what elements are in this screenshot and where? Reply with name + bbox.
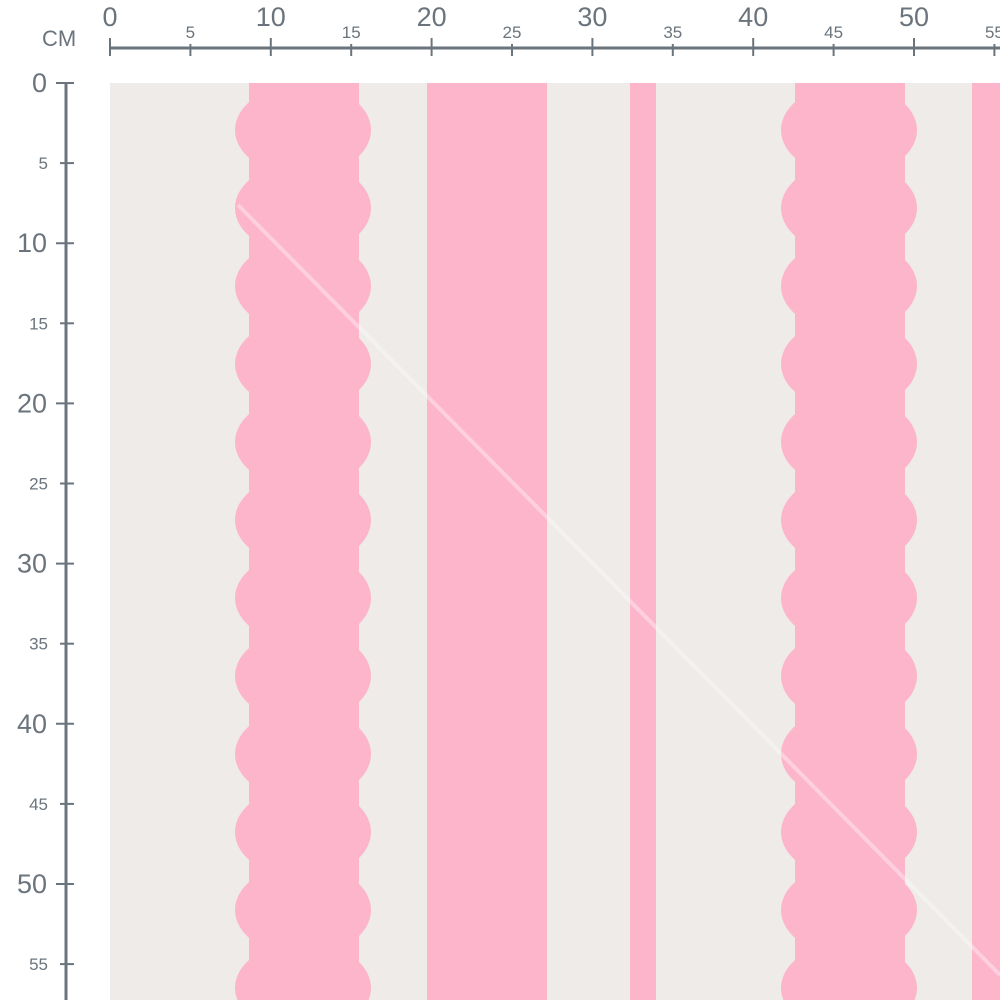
scallop [781,864,917,956]
ruler-tick-label: 0 [32,68,47,98]
scalloped-stripe [235,83,372,1000]
ruler-tick-label: 35 [663,23,682,42]
scallop [781,552,917,644]
scallop [781,941,917,1000]
ruler-tick-label: 30 [577,2,607,32]
scallop [235,84,371,176]
scallop [781,474,917,566]
scallop [781,84,917,176]
ruler-tick-label: 25 [503,23,522,42]
ruler-tick-label: 35 [29,635,48,654]
ruler-tick-label: 10 [17,228,47,258]
ruler-tick-label: 20 [17,388,47,418]
ruler-tick-label: 20 [417,2,447,32]
scallop [781,708,917,800]
ruler-tick-label: 15 [342,23,361,42]
scallop [781,240,917,332]
ruler-tick-label: 0 [102,2,117,32]
scallop [781,630,917,722]
horizontal-ruler: 0 5 10 15 20 25 30 35 40 45 50 55 [102,2,1000,56]
scallop [781,318,917,410]
ruler-tick-label: 5 [39,154,48,173]
ruler-tick-label: 50 [899,2,929,32]
fabric-swatch [110,83,1000,1000]
ruler-tick-label: 50 [17,869,47,899]
ruler-tick-label: 15 [29,314,48,333]
scallop [235,162,371,254]
scallop [781,396,917,488]
scallop [235,864,371,956]
scallop [781,162,917,254]
scallop [235,240,371,332]
ruler-tick-label: 10 [256,2,286,32]
straight-stripe [427,83,547,1000]
scallop [235,552,371,644]
vertical-ruler: 0 5 10 15 20 25 30 35 40 45 50 55 [17,68,74,1000]
scallop [235,396,371,488]
ruler-tick-label: 40 [17,709,47,739]
scallop [235,474,371,566]
unit-label: CM [42,26,76,51]
scallop [235,708,371,800]
ruler-tick-label: 30 [17,549,47,579]
straight-stripe [972,83,1000,1000]
scallop [235,786,371,878]
ruler-tick-label: 5 [186,23,195,42]
scallop [235,941,372,1000]
ruler-tick-label: 25 [29,475,48,494]
ruler-tick-label: 55 [29,955,48,974]
scallop [781,786,917,878]
scallop [235,630,371,722]
scalloped-stripe [781,83,917,1000]
ruler-tick-label: 55 [985,23,1000,42]
ruler-tick-label: 45 [29,795,48,814]
scallop [235,318,371,410]
ruler-tick-label: 45 [824,23,843,42]
straight-stripe [630,83,656,1000]
sheen-highlight [236,203,1000,977]
ruler-tick-label: 40 [738,2,768,32]
